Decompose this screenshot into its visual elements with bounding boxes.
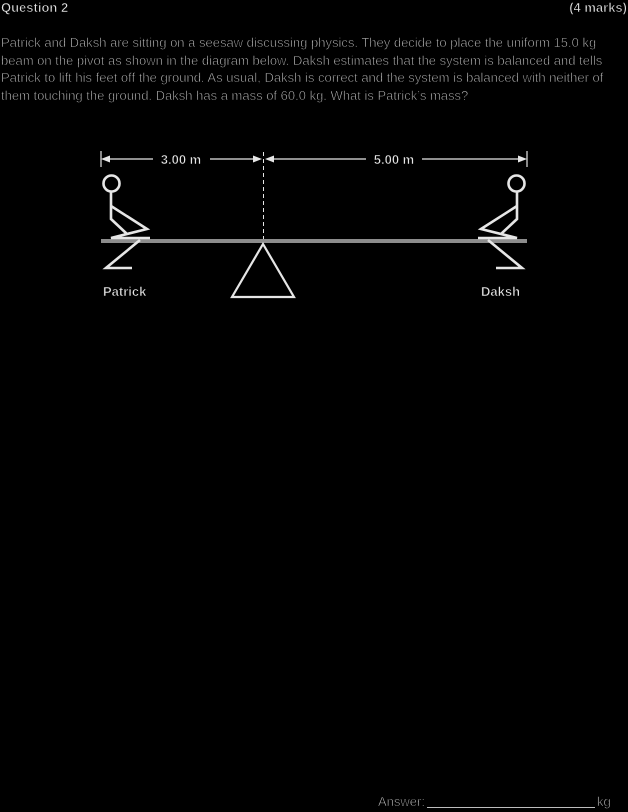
daksh-label: Daksh — [481, 284, 520, 299]
answer-blank[interactable] — [426, 807, 595, 808]
daksh-back-arm — [500, 192, 519, 235]
pivot-triangle — [230, 241, 296, 299]
patrick-figure — [102, 174, 151, 270]
left-arrow-head-end — [253, 155, 262, 163]
right-arrow-head-end — [518, 155, 527, 163]
question-text-block: Patrick and Daksh are sitting on a seesa… — [1, 34, 625, 104]
answer-unit: kg — [596, 794, 611, 810]
question-text: Patrick and Daksh are sitting on a seesa… — [1, 35, 604, 103]
daksh-lower-leg — [487, 238, 526, 270]
patrick-label: Patrick — [103, 284, 147, 299]
daksh-head — [507, 174, 526, 193]
left-distance-label: 3.00 m — [161, 152, 201, 167]
answer-row: Answer: kg — [378, 794, 628, 810]
patrick-head — [102, 174, 121, 193]
patrick-legs — [110, 204, 151, 240]
left-arrow-head-start — [101, 155, 110, 163]
question-marks: (4 marks) — [569, 0, 627, 15]
right-distance-label: 5.00 m — [374, 152, 414, 167]
daksh-figure — [477, 174, 526, 270]
seesaw-beam — [101, 239, 527, 243]
question-title: Question 2 — [1, 0, 69, 15]
patrick-back-arm — [109, 192, 128, 235]
patrick-lower-leg — [102, 238, 141, 270]
right-arrow-head-start — [265, 155, 274, 163]
seesaw-diagram: 3.00 m 5.00 m Patrick Daksh — [100, 151, 528, 299]
answer-label: Answer: — [378, 794, 426, 810]
distance-arrows — [100, 151, 528, 240]
daksh-legs — [477, 204, 518, 240]
